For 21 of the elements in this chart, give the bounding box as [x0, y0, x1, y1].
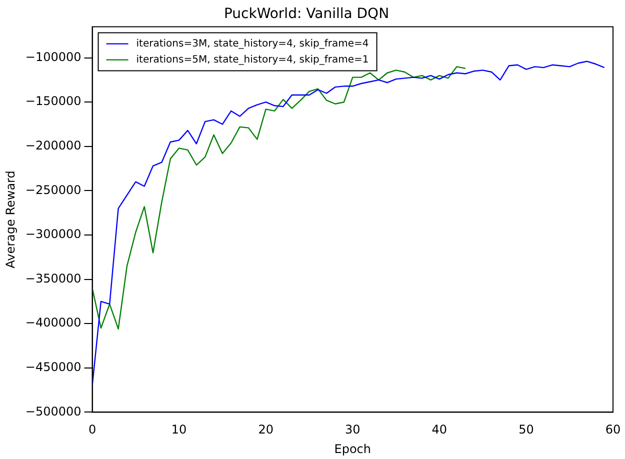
- y-tick-label: −350000: [25, 271, 82, 286]
- x-tick-label: 20: [258, 422, 274, 437]
- legend-label: iterations=3M, state_history=4, skip_frame=4: [136, 38, 369, 50]
- y-tick-label: −300000: [25, 227, 82, 242]
- y-tick-label: −100000: [25, 50, 82, 64]
- legend-label: iterations=5M, state_history=4, skip_frame=1: [136, 54, 369, 66]
- y-tick-label: −400000: [25, 316, 82, 330]
- y-tick-label: −250000: [25, 182, 82, 197]
- x-tick-label: 40: [432, 422, 448, 437]
- y-axis-title: Average Reward: [3, 170, 18, 268]
- y-tick-label: −450000: [25, 360, 82, 374]
- x-tick-label: 50: [518, 422, 534, 437]
- y-tick-label: −500000: [25, 404, 82, 418]
- x-axis-title: Epoch: [334, 442, 372, 456]
- y-tick-label: −150000: [25, 94, 82, 108]
- x-tick-label: 30: [344, 422, 360, 437]
- y-tick-label: −200000: [25, 138, 82, 153]
- chart-title: PuckWorld: Vanilla DQN: [224, 6, 390, 22]
- x-tick-label: 60: [605, 422, 621, 437]
- x-tick-label: 0: [88, 422, 96, 437]
- x-tick-label: 10: [171, 422, 187, 437]
